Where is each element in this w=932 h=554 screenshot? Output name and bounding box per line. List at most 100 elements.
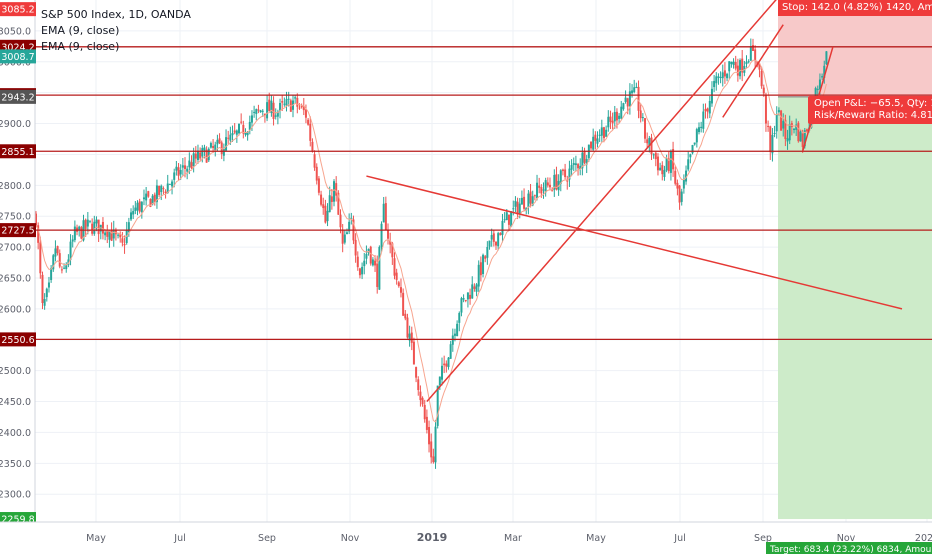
candle-body (84, 219, 87, 229)
candle-body (788, 123, 791, 141)
candle-body (760, 70, 763, 87)
candle-body (214, 144, 217, 151)
indicator-label-1[interactable]: EMA (9, close) (41, 24, 120, 37)
candle-body (65, 265, 68, 270)
candle-body (728, 61, 731, 72)
candle-body (518, 203, 521, 214)
candle-body (646, 139, 649, 144)
candle-body (451, 335, 454, 345)
candle-body (71, 239, 74, 242)
price-tag (0, 89, 36, 104)
candle-body (43, 299, 46, 306)
price-tag-label: 3085.2 (1, 5, 34, 16)
candle-body (592, 136, 595, 150)
candle-body (544, 180, 547, 193)
candle-body (123, 243, 126, 246)
candle-body (473, 286, 476, 289)
candle-body (354, 239, 357, 256)
ema-series (35, 59, 827, 423)
candle-body (704, 108, 707, 112)
candle-body (700, 126, 703, 129)
candle-body (60, 269, 63, 271)
candle-body (378, 246, 381, 290)
candle-body (257, 109, 260, 111)
candle-body (307, 119, 310, 125)
candle-body (458, 313, 461, 323)
target-label: Target: 683.4 (23.22%) 6834, Amount: 1 (766, 542, 932, 554)
price-tag (0, 332, 36, 347)
candle-body (644, 118, 647, 139)
candle-body (52, 255, 55, 270)
candle-body (784, 119, 787, 140)
candle-body (136, 202, 139, 211)
candle-body (475, 284, 478, 292)
candle-body (583, 151, 586, 163)
candle-body (121, 238, 124, 243)
candle-body (650, 137, 653, 155)
candle-body (430, 441, 433, 458)
candle-body (648, 137, 651, 146)
candle-body (516, 201, 519, 215)
take-profit-zone (778, 96, 932, 520)
candle-body (734, 61, 737, 69)
candle-body (238, 123, 241, 134)
candle-body (721, 72, 724, 79)
price-tag (0, 2, 36, 17)
candle-body (559, 170, 562, 184)
candle-body (479, 262, 482, 276)
candle-body (69, 241, 72, 260)
candle-body (749, 46, 752, 61)
candle-body (374, 260, 377, 266)
candle-body (672, 149, 675, 170)
candle-body (523, 196, 526, 209)
candle-body (764, 95, 767, 124)
candle-body (531, 196, 534, 206)
candle-body (192, 153, 195, 167)
candle-body (56, 246, 59, 254)
candle-body (142, 197, 145, 200)
trendline (426, 0, 777, 403)
candle-body (339, 214, 342, 228)
candle-body (199, 152, 202, 159)
candle-body (348, 221, 351, 232)
candle-body (803, 130, 806, 147)
candle-body (801, 133, 804, 148)
candle-body (341, 230, 344, 244)
candle-body (730, 61, 733, 65)
candle-body (337, 192, 340, 215)
candle-body (272, 102, 275, 119)
candle-body (795, 124, 798, 130)
candle-body (799, 131, 802, 142)
indicator-label-2[interactable]: EMA (9, close) (41, 40, 120, 53)
candle-body (384, 203, 387, 230)
candle-body (432, 456, 435, 463)
candle-body (296, 97, 299, 107)
candle-body (505, 212, 508, 221)
candle-body (110, 230, 113, 241)
candle-body (283, 103, 286, 105)
time-tick-label: Mar (504, 533, 522, 544)
candle-body (607, 116, 610, 128)
candle-body (225, 137, 228, 151)
candle-body (633, 87, 636, 92)
candle-body (639, 110, 642, 119)
candle-body (389, 240, 392, 245)
candle-body (205, 149, 208, 163)
candle-body (771, 134, 774, 154)
candle-body (754, 49, 757, 61)
candle-body (546, 182, 549, 186)
candle-body (35, 213, 37, 226)
time-tick-label: Nov (341, 533, 360, 544)
time-tick-label: May (86, 533, 106, 544)
candle-body (656, 156, 659, 171)
candle-body (259, 110, 262, 113)
candle-body (274, 115, 277, 117)
candle-body (179, 170, 182, 175)
candle-body (622, 103, 625, 110)
candle-body (130, 212, 133, 220)
candle-body (611, 120, 614, 124)
candle-body (555, 174, 558, 190)
candle-body (821, 76, 824, 78)
candle-body (497, 233, 500, 247)
candle-body (41, 274, 44, 304)
